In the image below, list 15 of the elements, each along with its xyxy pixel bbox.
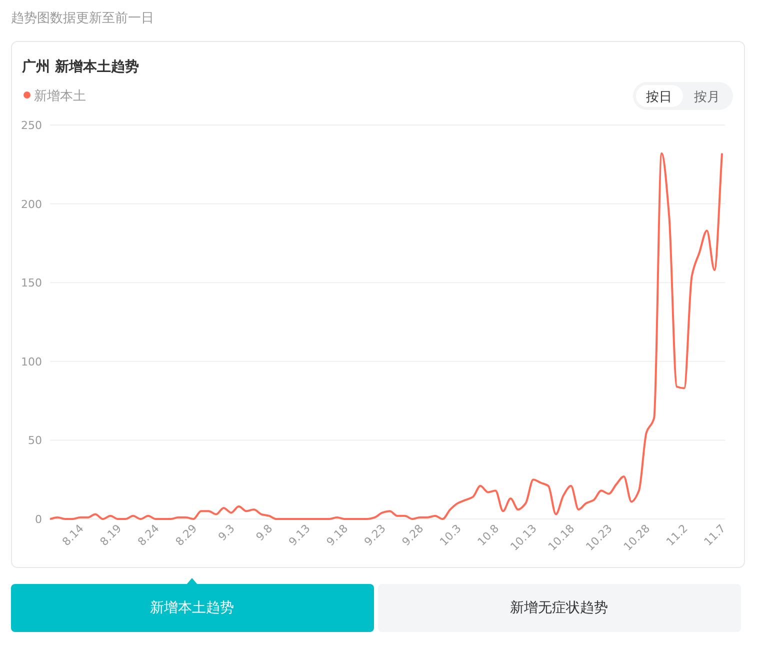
- x-tick-label: 9.3: [216, 522, 238, 544]
- chart-title: 广州 新增本土趋势: [21, 58, 139, 75]
- text: 新增本土趋势: [150, 600, 234, 616]
- y-tick-label: 0: [35, 513, 42, 526]
- y-tick-label: 100: [21, 355, 42, 368]
- y-tick-label: 250: [21, 119, 42, 132]
- text: 按日: [646, 90, 672, 105]
- text: 新增无症状趋势: [510, 600, 608, 616]
- x-tick-label: 9.8: [254, 522, 276, 544]
- text: 按月: [694, 90, 720, 105]
- text: 趋势图数据更新至前一日: [11, 11, 154, 26]
- y-tick-label: 200: [21, 198, 42, 211]
- y-tick-label: 150: [21, 276, 42, 290]
- legend-label: 新增本土: [34, 89, 86, 104]
- y-tick-label: 50: [28, 434, 42, 448]
